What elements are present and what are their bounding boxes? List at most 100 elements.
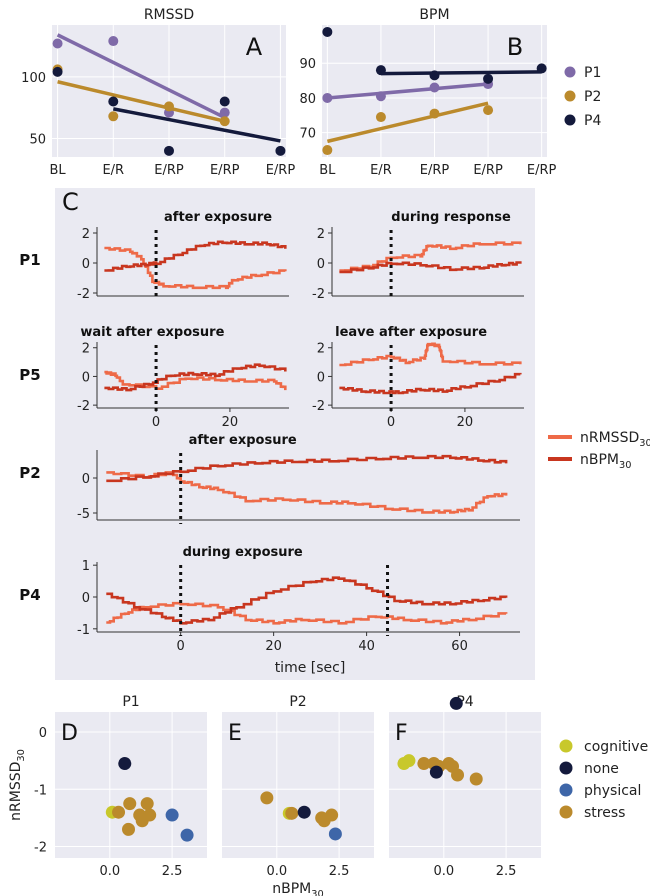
x-tick-label: 2.5 — [496, 864, 517, 879]
legend-label: nRMSSD30 — [580, 430, 650, 449]
legend-marker-p1 — [565, 67, 576, 78]
legend-marker-stress — [560, 806, 573, 819]
legend-marker-physical — [560, 784, 573, 797]
x-tick-label: E/RP — [527, 163, 557, 178]
row-label: P1 — [19, 251, 40, 269]
x-tick-label: BL — [319, 163, 336, 178]
data-point-none — [430, 766, 443, 779]
legend-label: nBPM30 — [580, 452, 631, 471]
data-point-none — [118, 757, 131, 770]
x-tick-label: BL — [49, 163, 66, 178]
panel-letter: D — [61, 721, 78, 746]
plot-background — [389, 712, 541, 858]
annotation-label: after exposure — [164, 210, 272, 225]
panel-title: BPM — [419, 7, 449, 23]
y-tick-label: 80 — [299, 92, 316, 107]
x-tick-label: E/RP — [473, 163, 503, 178]
legend-label-subscript: 30 — [619, 460, 631, 471]
data-point-stress — [325, 809, 338, 822]
x-tick-label: E/RP — [154, 163, 184, 178]
x-tick-label: 40 — [358, 639, 375, 654]
data-point-stress — [141, 797, 154, 810]
legend-participants: P1P2P4 — [565, 65, 602, 129]
panel-letter: B — [507, 33, 523, 61]
annotation-label: after exposure — [189, 433, 297, 448]
legend-label-main: nRMSSD — [580, 430, 639, 446]
data-point-stress — [470, 772, 483, 785]
y-tick-label: 2 — [82, 227, 90, 242]
data-point-stress — [112, 806, 125, 819]
row-label: P2 — [19, 464, 40, 482]
row-label: P5 — [19, 366, 40, 384]
x-tick-label: E/RP — [210, 163, 240, 178]
y-tick-label: 2 — [82, 342, 90, 357]
legend-conditions: cognitivenonephysicalstress — [560, 739, 649, 821]
x-tick-label: 60 — [451, 639, 468, 654]
y-tick-label: 2 — [317, 227, 325, 242]
data-point-p4 — [220, 96, 230, 106]
x-tick-label: 0.0 — [433, 864, 454, 879]
panel-a-rmssd: BL E/R E/RP E/RP E/RP50100RMSSDA — [21, 7, 295, 178]
legend-label: P2 — [584, 89, 601, 105]
panel-letter: A — [246, 33, 263, 61]
panel-letter: E — [228, 721, 242, 746]
x-axis-label: time [sec] — [275, 660, 346, 676]
x-tick-label: 0.0 — [266, 864, 287, 879]
data-point-stress — [260, 791, 273, 804]
y-tick-label: 2 — [317, 342, 325, 357]
legend-label-subscript: 30 — [639, 438, 650, 449]
y-tick-label: -2 — [34, 841, 47, 856]
x-tick-label: 0 — [177, 639, 185, 654]
annotation-label: during exposure — [183, 545, 303, 560]
y-axis-label: nRMSSD30 — [8, 749, 27, 821]
y-tick-label: -2 — [312, 287, 325, 302]
y-tick-label: 0 — [82, 370, 90, 385]
data-point-none — [298, 806, 311, 819]
data-point-p4 — [537, 63, 547, 73]
panel-title: P1 — [122, 694, 139, 710]
data-point-p4 — [53, 67, 63, 77]
panel-letter: C — [62, 188, 79, 216]
data-point-physical — [329, 827, 342, 840]
data-point-p2 — [322, 145, 332, 155]
data-point-p1 — [376, 91, 386, 101]
data-point-p4 — [164, 146, 174, 156]
data-point-stress — [123, 797, 136, 810]
legend-label: physical — [584, 783, 641, 799]
x-tick-label: 0 — [152, 415, 160, 430]
data-point-p4 — [376, 65, 386, 75]
panel-c-time-series: CP1-202after exposure-202during response… — [19, 188, 535, 680]
data-point-stress — [122, 823, 135, 836]
data-point-p1 — [220, 108, 230, 118]
data-point-p4 — [430, 70, 440, 80]
x-axis-label-main: nBPM — [272, 881, 311, 896]
panel-letter: F — [395, 721, 408, 746]
data-point-p4 — [322, 27, 332, 37]
y-tick-label: 1 — [82, 559, 90, 574]
annotation-label: wait after exposure — [80, 325, 224, 340]
data-point-p2 — [376, 112, 386, 122]
data-point-p2 — [220, 116, 230, 126]
row-label: P4 — [19, 586, 40, 604]
data-point-none — [450, 697, 463, 710]
legend-marker-p4 — [565, 115, 576, 126]
y-axis-label-subscript: 30 — [16, 749, 27, 761]
y-tick-label: -1 — [34, 783, 47, 798]
data-point-stress — [451, 768, 464, 781]
y-tick-label: -5 — [77, 507, 90, 522]
x-tick-label: 20 — [222, 415, 239, 430]
plot-background — [222, 712, 374, 858]
x-tick-label: E/R — [370, 163, 392, 178]
fit-line-p4 — [381, 72, 542, 74]
y-tick-label: 50 — [29, 132, 46, 147]
legend-marker-none — [560, 762, 573, 775]
legend-label: cognitive — [584, 739, 648, 755]
y-tick-label: 0 — [82, 257, 90, 272]
x-axis-label: nBPM30 — [272, 881, 323, 896]
data-point-p2 — [483, 105, 493, 115]
data-point-p1 — [108, 36, 118, 46]
y-tick-label: 0 — [317, 370, 325, 385]
data-point-physical — [181, 829, 194, 842]
legend-signals: nRMSSD30nBPM30 — [548, 430, 650, 471]
data-point-p1 — [53, 39, 63, 49]
